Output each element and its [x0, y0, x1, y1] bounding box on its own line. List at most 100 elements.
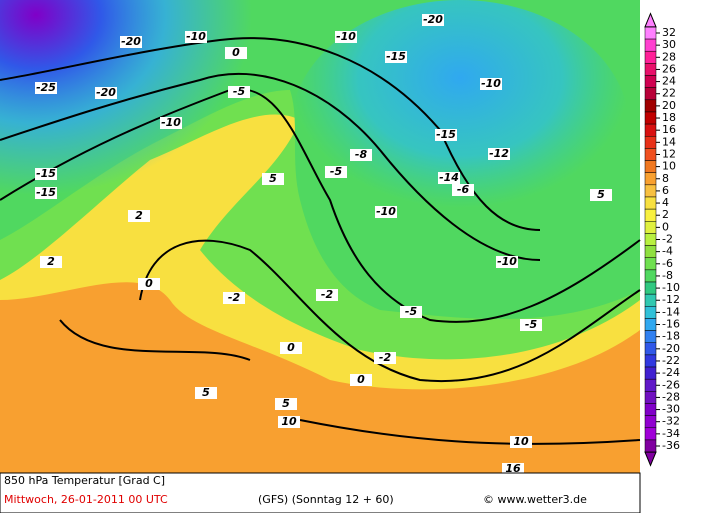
map-label-bg — [35, 82, 57, 94]
map-label: -2 — [228, 291, 241, 304]
map-label: 10 — [281, 415, 297, 428]
map-label-bg — [452, 184, 474, 196]
colorbar-bottom-arrow — [644, 451, 657, 467]
map-label-bg — [225, 47, 247, 59]
map-label: -14 — [439, 171, 459, 184]
colorbar-label: -22 — [662, 354, 680, 367]
map-label: -8 — [355, 148, 368, 161]
colorbar-swatch — [644, 160, 657, 173]
map-label-bg — [40, 256, 62, 268]
footer-model: (GFS) (Sonntag 12 + 60) — [258, 493, 394, 506]
map-label: -15 — [436, 128, 456, 141]
colorbar-label: -12 — [662, 293, 680, 306]
colorbar-swatch — [644, 427, 657, 441]
colorbar-label: -10 — [662, 281, 680, 294]
map-label: 0 — [357, 373, 365, 386]
colorbar-label: 0 — [662, 220, 669, 233]
colorbar-swatch — [644, 136, 657, 149]
map-label: 0 — [145, 277, 153, 290]
colorbar-swatch — [644, 99, 657, 113]
map-label: -10 — [336, 30, 356, 43]
map-label-bg — [488, 148, 510, 160]
colorbar-swatch — [644, 26, 657, 40]
map — [0, 0, 641, 473]
map-label: 5 — [202, 386, 210, 399]
map-label: -15 — [36, 186, 56, 199]
map-label-bg — [195, 387, 217, 399]
colorbar-swatch — [644, 342, 657, 356]
map-label-bg — [280, 342, 302, 354]
map-label-bg — [138, 278, 160, 290]
colorbar-label: -26 — [662, 378, 680, 391]
map-label-bg — [278, 416, 300, 428]
colorbar-swatch — [644, 281, 657, 295]
colorbar-label: -4 — [662, 245, 673, 258]
map-label-bg — [185, 31, 207, 43]
colorbar-label: -16 — [662, 318, 680, 331]
colorbar-label: -36 — [662, 439, 680, 452]
map-label-bg — [438, 172, 460, 184]
arctic-region — [0, 0, 360, 300]
map-label-bg — [502, 463, 524, 475]
colorbar-swatch — [644, 306, 657, 319]
map-label-bg — [223, 292, 245, 304]
map-label: 5 — [597, 188, 605, 201]
map-label-bg — [95, 87, 117, 99]
colorbar-label: 12 — [662, 147, 676, 160]
colorbar-label: -24 — [662, 366, 680, 379]
map-label-bg — [316, 289, 338, 301]
map-label-bg — [275, 398, 297, 410]
colorbar-top-arrow — [644, 12, 657, 28]
colorbar-swatch — [644, 111, 657, 125]
colorbar-swatch — [644, 196, 657, 210]
map-label: -6 — [457, 183, 470, 196]
colorbar-label: 18 — [662, 111, 676, 124]
contours — [0, 37, 641, 445]
colorbar-label: -30 — [662, 403, 680, 416]
colorbar-swatch — [644, 38, 657, 52]
map-label: 5 — [282, 397, 290, 410]
colorbar-label: -6 — [662, 257, 673, 270]
colorbar-swatch — [644, 233, 657, 246]
colorbar-label: -32 — [662, 415, 680, 428]
map-label-bg — [335, 31, 357, 43]
map-label-bg — [350, 149, 372, 161]
map-label-bg — [262, 173, 284, 185]
map-label-bg — [35, 187, 57, 199]
map-label-bg — [520, 319, 542, 331]
colorbar-label: -14 — [662, 305, 680, 318]
colorbar-swatch — [644, 439, 657, 453]
map-label: 0 — [287, 341, 295, 354]
colorbar-label: 32 — [662, 26, 676, 39]
colorbar-swatch — [644, 257, 657, 271]
colorbar: 32302826242220181614121086420-2-4-6-8-10… — [644, 12, 680, 467]
colorbar-label: -28 — [662, 390, 680, 403]
map-label-bg — [510, 436, 532, 448]
map-label: -20 — [121, 35, 141, 48]
map-labels: -25 -20-20-15-15-10-10 -10-15-10-5-5-50000… — [35, 13, 612, 475]
colorbar-label: 16 — [662, 123, 676, 136]
colorbar-label: 30 — [662, 38, 676, 51]
map-label: -10 — [161, 116, 181, 129]
colorbar-label: 10 — [662, 160, 676, 173]
colorbar-swatch — [644, 378, 657, 392]
colorbar-swatch — [644, 354, 657, 368]
map-label: -20 — [423, 13, 443, 26]
colorbar-swatch — [644, 50, 657, 64]
map-label-bg — [228, 86, 250, 98]
map-label-bg — [35, 168, 57, 180]
map-label-bg — [374, 352, 396, 364]
colorbar-swatch — [644, 208, 657, 222]
colorbar-label: -34 — [662, 427, 680, 440]
map-label: -12 — [489, 147, 509, 160]
colorbar-label: 28 — [662, 50, 676, 63]
cold-core — [290, 0, 630, 260]
colorbar-swatch — [644, 330, 657, 343]
map-label: 16 — [505, 462, 521, 475]
map-label: -5 — [233, 85, 246, 98]
colorbar-label: 22 — [662, 87, 676, 100]
colorbar-swatch — [644, 184, 657, 198]
colorbar-label: -8 — [662, 269, 673, 282]
map-label-bg — [385, 51, 407, 63]
